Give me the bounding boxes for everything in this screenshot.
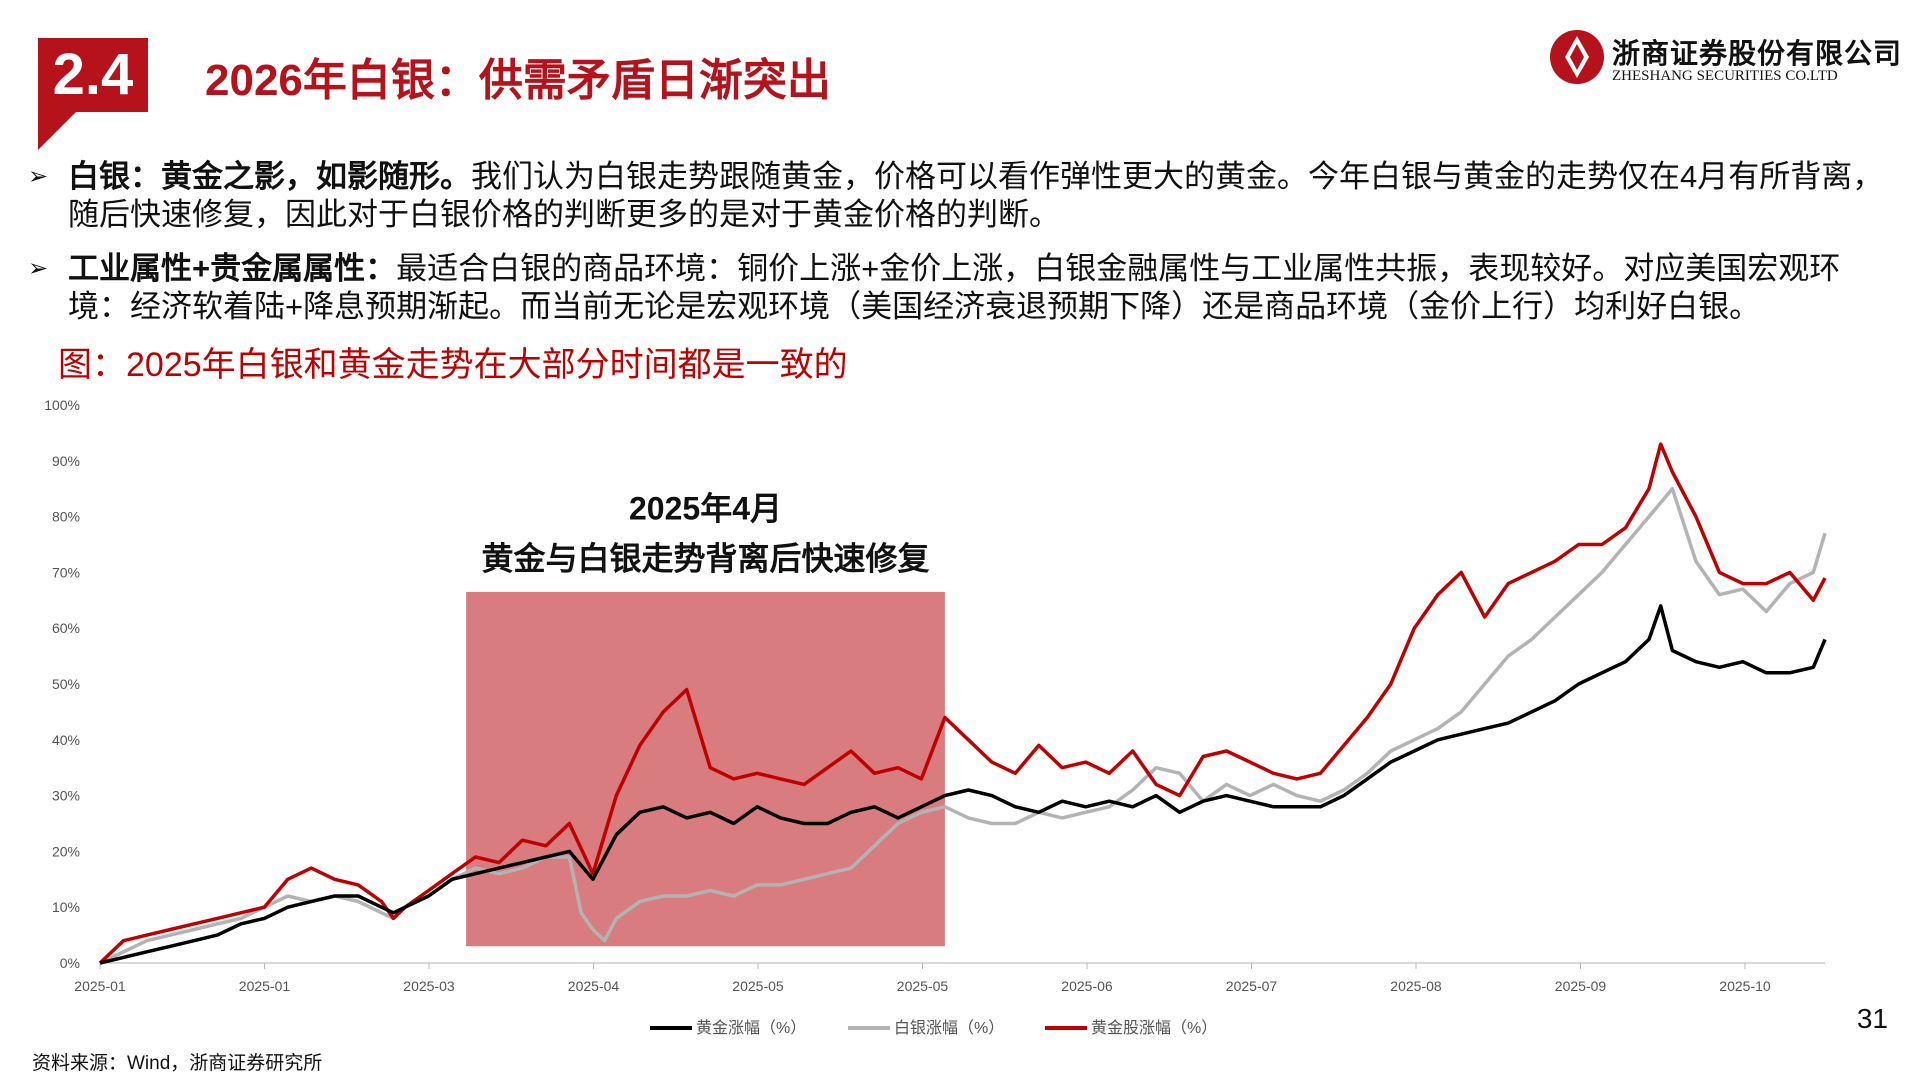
- annotation-line-1: 2025年4月: [629, 490, 782, 526]
- x-tick-label: 2025-10: [1719, 978, 1771, 994]
- divergence-highlight-box: [466, 591, 945, 947]
- y-tick-label: 30%: [52, 788, 80, 804]
- arrow-bullet-icon: ➢: [28, 255, 49, 282]
- section-number: 2.4: [38, 38, 148, 150]
- bullet-industrial-precious: ➢ 工业属性+贵金属属性：最适合白银的商品环境：铜价上涨+金价上涨，白银金融属性…: [28, 250, 1898, 326]
- x-tick-label: 2025-05: [732, 978, 784, 994]
- series-line-gold: [99, 604, 1827, 965]
- x-tick-label: 2025-01: [74, 978, 126, 994]
- x-tick-label: 2025-03: [403, 978, 455, 994]
- company-logo: 浙商证券股份有限公司 ZHESHANG SECURITIES CO.LTD: [1548, 26, 1901, 90]
- y-tick-label: 40%: [52, 732, 80, 748]
- arrow-bullet-icon: ➢: [28, 163, 49, 190]
- legend-label: 白银涨幅（%）: [894, 1019, 1004, 1037]
- source-note: 资料来源：Wind，浙商证券研究所: [32, 1053, 323, 1074]
- y-tick-label: 0%: [60, 955, 80, 971]
- annotation-line-2: 黄金与白银走势背离后快速修复: [482, 541, 930, 577]
- gold-silver-chart: 0% 10% 20% 30% 40% 50% 60% 70% 80% 90% 100% 2025-01…: [44, 397, 1827, 1037]
- legend-label: 黄金股涨幅（%）: [1091, 1019, 1217, 1037]
- bullet-heading: 白银：黄金之影，如影随形。: [68, 159, 471, 194]
- x-tick-label: 2025-06: [1061, 978, 1113, 994]
- legend-label: 黄金涨幅（%）: [696, 1019, 806, 1037]
- x-tick-label: 2025-05: [897, 978, 949, 994]
- page-number: 31: [1856, 1003, 1888, 1034]
- x-tick-label: 2025-08: [1390, 978, 1442, 994]
- logo-chinese-name: 浙商证券股份有限公司: [1612, 38, 1903, 69]
- y-tick-label: 10%: [52, 899, 80, 915]
- y-tick-label: 50%: [52, 676, 80, 692]
- x-tick-label: 2025-01: [239, 978, 291, 994]
- y-tick-label: 20%: [52, 843, 80, 859]
- bullet-silver-follows-gold: ➢ 白银：黄金之影，如影随形。我们认为白银走势跟随黄金，价格可以看作弹性更大的黄…: [28, 158, 1898, 234]
- figure-caption: 图：2025年白银和黄金走势在大部分时间都是一致的: [58, 346, 848, 384]
- y-tick-label: 70%: [52, 564, 80, 580]
- series-line-silver: [99, 486, 1827, 965]
- zheshang-logo-icon: [1550, 30, 1604, 84]
- logo-english-name: ZHESHANG SECURITIES CO.LTD: [1612, 68, 1838, 84]
- bullet-heading: 工业属性+贵金属属性：: [68, 251, 397, 286]
- x-tick-label: 2025-04: [568, 978, 620, 994]
- series-line-gold-stocks: [98, 442, 1827, 965]
- x-tick-label: 2025-07: [1226, 978, 1278, 994]
- x-tick-label: 2025-09: [1555, 978, 1607, 994]
- y-tick-label: 90%: [52, 453, 80, 469]
- y-tick-label: 100%: [44, 397, 80, 413]
- bullet-body: 我们认为白银走势跟随黄金，价格可以看作弹性更大的黄金。今年白银与黄金的走势仅在4…: [68, 159, 1884, 232]
- bullet-body: 最适合白银的商品环境：铜价上涨+金价上涨，白银金融属性与工业属性共振，表现较好。…: [68, 251, 1841, 324]
- y-tick-label: 60%: [52, 620, 80, 636]
- y-tick-label: 80%: [52, 509, 80, 525]
- page-title: 2026年白银：供需矛盾日渐突出: [205, 56, 831, 105]
